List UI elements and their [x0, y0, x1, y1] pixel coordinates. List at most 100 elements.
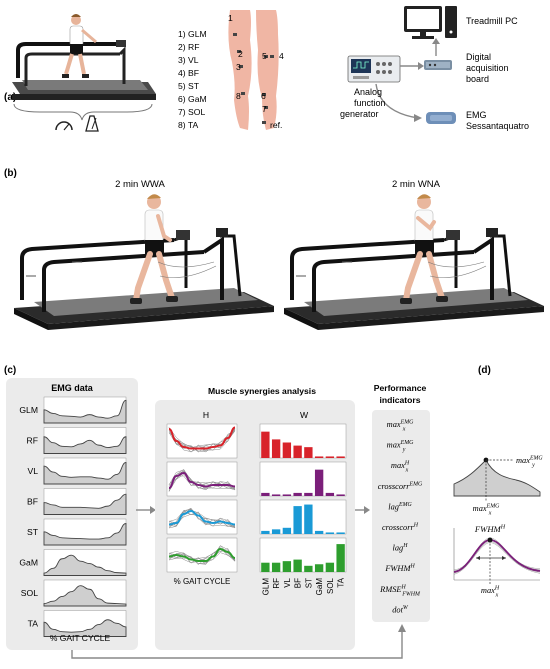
w-bar	[304, 447, 313, 458]
muscle-list-item: 4) BF	[178, 68, 199, 78]
emg-label-line2: Sessantaquatro	[466, 121, 529, 131]
w-bar	[282, 561, 292, 572]
h-mean-curve	[168, 426, 236, 450]
w-bar	[336, 494, 345, 496]
w-bar	[304, 504, 313, 534]
daq-label-line1: Digital	[466, 52, 491, 62]
arrow-head	[150, 506, 156, 514]
h-mean-curve	[453, 539, 541, 573]
treadmill-belt	[34, 288, 258, 316]
emg-envelope	[43, 436, 127, 454]
cable	[429, 265, 487, 278]
emg-muscle-label: VL	[27, 466, 38, 476]
indicator-base: lag	[393, 544, 404, 553]
indicator-label: FWHMH	[474, 524, 506, 534]
wna-title: 2 min WNA	[392, 179, 441, 190]
muscle-list: 1) GLM 2) RF 3) VL 4) BF 5) ST 6) GaM 7)…	[178, 29, 207, 130]
h-trial-curve	[453, 542, 541, 575]
synergy-w-plots	[259, 423, 347, 573]
function-generator-icon	[347, 55, 401, 83]
arm-crossed	[416, 216, 436, 231]
h-trial-curve	[168, 469, 236, 491]
indicator-sup: EMG	[486, 504, 500, 510]
arrow-head	[414, 114, 422, 122]
w-bar	[271, 562, 281, 572]
arrow-head	[364, 506, 370, 514]
w-bar	[282, 494, 292, 496]
w-bar	[293, 506, 302, 534]
w-bar	[293, 445, 302, 458]
indicator-label: maxEMG x	[387, 420, 414, 433]
w-xlabel: SOL	[326, 577, 335, 594]
shoe	[130, 298, 142, 304]
treadmill-side	[14, 308, 48, 330]
h-mean-curve	[168, 471, 236, 489]
indicator-label: lagH	[393, 543, 409, 553]
indicator-label: dotW	[392, 605, 409, 615]
w-bar	[271, 439, 281, 458]
indicator-label: RMSEH FWHM	[379, 584, 421, 597]
w-bar	[314, 530, 324, 534]
h-trial-curve	[168, 428, 236, 453]
muscle-list-item: 7) SOL	[178, 107, 205, 117]
w-xlabel: GaM	[315, 578, 324, 596]
w-xlabel: ST	[304, 578, 313, 588]
muscle-list-item: 6) GaM	[178, 94, 207, 104]
h-title: H	[203, 410, 209, 420]
leg	[426, 251, 445, 301]
daq-label-line3: board	[466, 74, 489, 84]
indicator-sub: x	[488, 511, 492, 517]
indicator-sup: EMG	[398, 502, 412, 508]
treadmill-front	[48, 306, 274, 330]
leg-marker: 3	[236, 62, 241, 72]
indicator-sup: H	[500, 525, 506, 531]
perf-title-line1: Performance	[374, 383, 427, 393]
indicator-base: FWHM	[384, 564, 411, 573]
feedback-connector	[71, 628, 403, 659]
muscle-list-item: 5) ST	[178, 81, 200, 91]
leg-marker: 8	[236, 91, 241, 101]
indicator-label: maxEMG x	[473, 504, 500, 517]
w-xlabel: GLM	[261, 578, 270, 596]
indicator-sub: FWHM	[401, 591, 421, 597]
indicator-label: FWHMH	[384, 564, 415, 574]
h-trial-curve	[168, 475, 236, 491]
h-plot-frame	[166, 461, 238, 497]
emg-muscle-label: ST	[27, 527, 39, 537]
brace	[13, 103, 153, 121]
w-bar	[293, 492, 302, 496]
arrow-head	[398, 624, 406, 632]
hair	[417, 194, 431, 199]
treadmill-illustration-small	[12, 14, 156, 100]
emg-envelope	[43, 493, 127, 515]
h-mean-curve	[168, 547, 236, 562]
handrail	[42, 250, 205, 312]
panel-label-d: (d)	[478, 365, 491, 376]
w-bar	[261, 431, 270, 458]
emg-muscle-label: RF	[27, 436, 38, 446]
leg	[403, 251, 423, 303]
computer-icon	[404, 6, 457, 39]
treadmill-illustration-wwa	[14, 194, 274, 330]
hair	[147, 194, 161, 199]
indicator-label: maxEMG y	[387, 440, 414, 453]
emg-xlabel: % GAIT CYCLE	[50, 633, 111, 643]
indicator-sup: W	[403, 605, 409, 611]
indicator-sup: EMG	[400, 420, 414, 426]
indicator-base: dot	[392, 605, 403, 614]
afg-label-line1: Analog	[354, 87, 382, 97]
daq-label-line2: acquisition	[466, 63, 509, 73]
emg-envelope	[43, 585, 127, 607]
emg-label-line1: EMG	[466, 110, 487, 120]
handrail-post	[173, 233, 188, 288]
indicator-label: maxH x	[391, 461, 410, 474]
treadmill-illustration-wna	[284, 194, 544, 330]
arrow-head	[502, 556, 506, 560]
indicator-sup: EMG	[400, 440, 414, 446]
indicator-base: max	[387, 420, 401, 429]
leg-marker: 1	[228, 13, 233, 23]
emg-envelope-example	[453, 459, 541, 497]
indicator-label: crosscorrEMG	[378, 481, 423, 491]
